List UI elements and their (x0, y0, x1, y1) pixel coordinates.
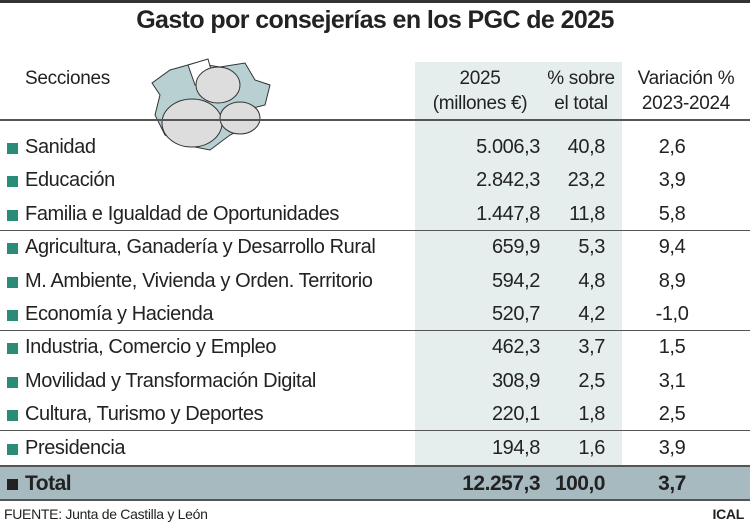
header-sections: Secciones (25, 68, 110, 89)
amount-cell: 308,9 (491, 369, 540, 392)
variation-cell: 3,9 (658, 436, 686, 459)
map-coins-icon (151, 58, 271, 151)
bullet-icon (7, 209, 18, 221)
variation-cell: 5,8 (658, 202, 686, 225)
variation-cell: 1,5 (658, 336, 686, 359)
table-row: Cultura, Turismo y Deportes 220,1 1,8 2,5 (0, 398, 750, 431)
credit: ICAL (712, 506, 745, 522)
section-label: Cultura, Turismo y Deportes (25, 403, 264, 426)
share-cell: 4,8 (578, 269, 605, 292)
bullet-icon (7, 310, 18, 321)
share-cell: 11,8 (569, 202, 605, 225)
header-variation-line2: 2023-2024 (641, 93, 731, 114)
amount-cell: 520,7 (491, 303, 540, 325)
bullet-icon (7, 243, 18, 255)
header-share-line1: % sobre (547, 68, 615, 89)
share-cell: 1,8 (578, 403, 605, 426)
total-variation: 3,7 (658, 472, 686, 495)
variation-cell: 3,1 (658, 369, 686, 392)
bullet-icon (7, 176, 18, 188)
total-share: 100,0 (554, 472, 606, 495)
section-label: Sanidad (25, 136, 96, 158)
variation-cell: 8,9 (658, 269, 686, 292)
header-divider (0, 119, 750, 121)
amount-cell: 2.842,3 (476, 169, 540, 192)
amount-cell: 659,9 (491, 236, 540, 259)
amount-cell: 594,2 (491, 269, 540, 292)
variation-cell: 9,4 (658, 236, 686, 259)
section-label: Movilidad y Transformación Digital (25, 369, 316, 392)
table-row: Educación 2.842,3 23,2 3,9 (0, 164, 750, 197)
variation-cell: -1,0 (655, 303, 689, 325)
section-label: Educación (25, 169, 115, 192)
bullet-icon (7, 343, 18, 355)
share-cell: 3,7 (578, 336, 605, 359)
share-cell: 4,2 (578, 303, 605, 325)
header-variation: Variación % 2023-2024 (622, 66, 750, 116)
header-amount: 2025 (millones €) (415, 66, 545, 116)
variation-cell: 2,6 (658, 136, 686, 158)
table-row: Economía y Hacienda 520,7 4,2 -1,0 (0, 298, 750, 331)
header-variation-line1: Variación % (637, 68, 735, 89)
section-label: Presidencia (25, 436, 126, 459)
group-divider (0, 430, 750, 431)
amount-cell: 1.447,8 (476, 202, 540, 225)
bullet-icon (7, 376, 18, 388)
section-label: Agricultura, Ganadería y Desarrollo Rura… (25, 236, 376, 259)
variation-cell: 3,9 (658, 169, 686, 192)
share-cell: 23,2 (567, 169, 606, 192)
table-row: M. Ambiente, Vivienda y Orden. Territori… (0, 265, 750, 298)
header-share: % sobre el total (540, 66, 622, 116)
section-label: Familia e Igualdad de Oportunidades (25, 202, 339, 225)
chart-title: Gasto por consejerías en los PGC de 2025 (136, 6, 614, 34)
amount-cell: 194,8 (491, 436, 540, 459)
bullet-icon (7, 479, 18, 490)
bullet-icon (7, 443, 18, 455)
bullet-icon (7, 276, 18, 288)
share-cell: 1,6 (578, 436, 605, 459)
header-share-line2: el total (554, 93, 608, 114)
amount-cell: 462,3 (491, 336, 540, 359)
section-label: Economía y Hacienda (25, 303, 214, 325)
amount-cell: 220,1 (491, 403, 540, 426)
section-label: Industria, Comercio y Empleo (25, 336, 277, 359)
section-label: M. Ambiente, Vivienda y Orden. Territori… (25, 269, 373, 292)
group-divider (0, 230, 750, 231)
bullet-icon (7, 143, 18, 154)
bullet-icon (7, 410, 18, 422)
share-cell: 5,3 (578, 236, 605, 259)
table-row: Agricultura, Ganadería y Desarrollo Rura… (0, 231, 750, 264)
total-amount: 12.257,3 (462, 472, 540, 495)
share-cell: 40,8 (567, 136, 606, 158)
table-row: Familia e Igualdad de Oportunidades 1.447… (0, 198, 750, 231)
amount-cell: 5.006,3 (476, 136, 540, 158)
source-note: FUENTE: Junta de Castilla y León (4, 506, 208, 522)
total-label: Total (25, 472, 72, 495)
share-cell: 2,5 (578, 369, 605, 392)
table-row: Industria, Comercio y Empleo 462,3 3,7 1,5 (0, 331, 750, 364)
top-rule (0, 0, 750, 3)
header-amount-line2: (millones €) (432, 93, 528, 114)
variation-cell: 2,5 (658, 403, 686, 426)
header-amount-line1: 2025 (459, 68, 501, 89)
table-row: Movilidad y Transformación Digital 308,9 2… (0, 365, 750, 398)
group-divider (0, 330, 750, 331)
total-bottom-rule (0, 499, 750, 501)
highlight-column (415, 62, 622, 466)
table-row: Sanidad 5.006,3 40,8 2,6 (0, 131, 750, 164)
table-row: Presidencia 194,8 1,6 3,9 (0, 432, 750, 465)
total-top-rule (0, 465, 750, 467)
total-row: Total 12.257,3 100,0 3,7 (0, 467, 750, 500)
